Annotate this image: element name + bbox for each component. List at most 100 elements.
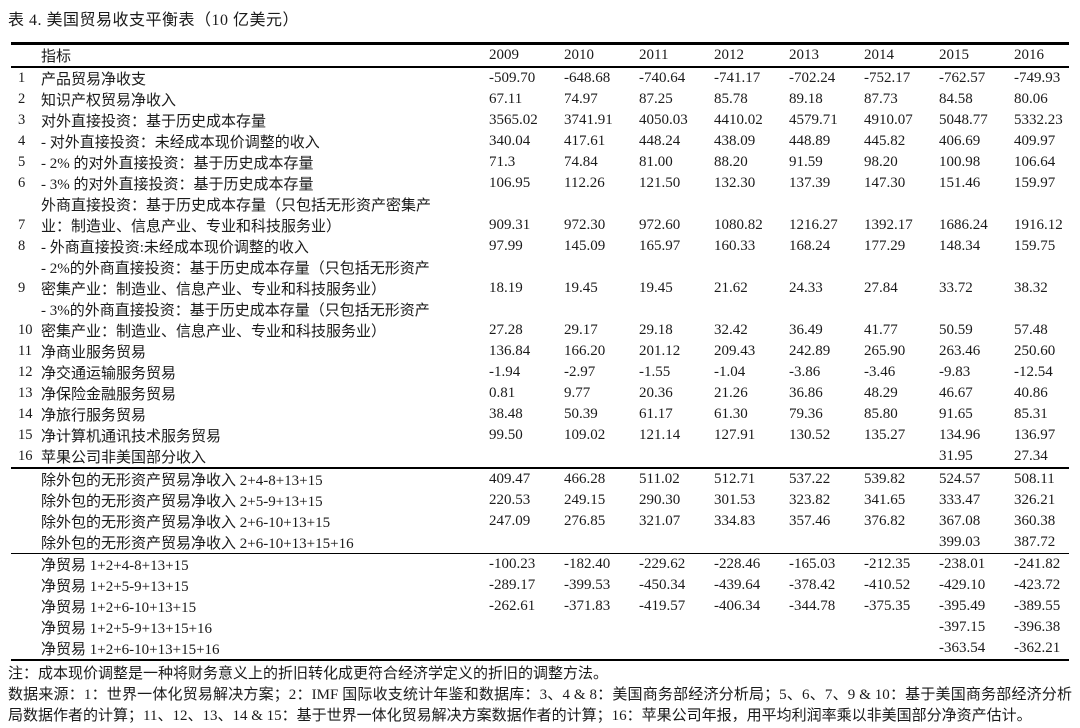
row-number [11, 554, 41, 576]
cell-value: 3741.91 [564, 112, 613, 128]
cell-value: 85.78 [714, 91, 748, 107]
cell-value: 38.32 [1014, 280, 1048, 296]
header-row: 指标 2009 2010 2011 2012 2013 2014 2015 20… [11, 43, 1069, 68]
table-notes: 注：成本现价调整是一种将财务意义上的折旧转化成更符合经济学定义的折旧的调整方法。… [8, 664, 1072, 727]
cell-value [489, 194, 564, 215]
cell-value [564, 638, 639, 660]
cell-value: 220.53 [489, 492, 531, 508]
cell-value [489, 446, 564, 468]
cell-value: 448.89 [789, 133, 831, 149]
cell-value [564, 299, 639, 320]
header-year: 2014 [864, 47, 894, 63]
header-num-spacer [11, 44, 41, 68]
cell-value: 972.60 [639, 217, 681, 233]
cell-value: 159.75 [1014, 238, 1056, 254]
cell-value: -241.82 [1014, 556, 1061, 572]
cell-value: 250.60 [1014, 343, 1056, 359]
cell-value: 151.46 [939, 175, 981, 191]
cell-value: 3565.02 [489, 112, 538, 128]
section-indicators: 1 产品贸易净收支 -509.70 -648.68 -740.64 -741.17 -702… [11, 67, 1069, 468]
row-label: 净交通运输服务贸易 [41, 366, 177, 382]
row-label: 密集产业：制造业、信息产业、专业和科技服务业） [41, 324, 387, 340]
note-data-sources: 数据来源：1：世界一体化贸易解决方案；2：IMF 国际收支统计年鉴和数据库：3、… [8, 687, 1072, 724]
cell-value: -363.54 [939, 640, 986, 656]
row-number [11, 511, 41, 532]
cell-value: 4410.02 [714, 112, 763, 128]
cell-value: -1.94 [489, 364, 521, 380]
cell-value [939, 257, 1014, 278]
header-year: 2015 [939, 47, 969, 63]
table-row: 14 净旅行服务贸易 38.48 50.39 61.17 61.30 79.36 85.80 9… [11, 404, 1069, 425]
cell-value: 357.46 [789, 513, 831, 529]
row-label: 除外包的无形资产贸易净收入 2+5-9+13+15 [41, 494, 323, 510]
table-row: 7 业：制造业、信息产业、专业和科技服务业） 909.31 972.30 972.60 1… [11, 215, 1069, 236]
cell-value: -228.46 [714, 556, 761, 572]
cell-value [939, 299, 1014, 320]
cell-value: 41.77 [864, 322, 898, 338]
cell-value: 263.46 [939, 343, 981, 359]
cell-value: 333.47 [939, 492, 981, 508]
page: 表 4. 美国贸易收支平衡表（10 亿美元） 指标 2009 2010 2011… [0, 6, 1080, 728]
cell-value: -389.55 [1014, 598, 1061, 614]
cell-value: 71.3 [489, 154, 516, 170]
row-number [11, 299, 41, 320]
cell-value [789, 446, 864, 468]
cell-value: 87.25 [639, 91, 673, 107]
row-number: 14 [18, 406, 33, 422]
cell-value: -749.93 [1014, 70, 1061, 86]
row-number: 10 [18, 322, 33, 338]
cell-value: -397.15 [939, 619, 986, 635]
header-year: 2011 [639, 47, 669, 63]
cell-value: 0.81 [489, 385, 516, 401]
cell-value: 376.82 [864, 513, 906, 529]
row-label: - 3% 的对外直接投资：基于历史成本存量 [41, 177, 314, 193]
row-number: 13 [18, 385, 33, 401]
cell-value: 326.21 [1014, 492, 1056, 508]
cell-value [864, 446, 939, 468]
cell-value: 19.45 [564, 280, 598, 296]
cell-value: 36.86 [789, 385, 823, 401]
row-number [11, 596, 41, 617]
cell-value [789, 194, 864, 215]
cell-value: -100.23 [489, 556, 536, 572]
table-row: 12 净交通运输服务贸易 -1.94 -2.97 -1.55 -1.04 -3.86 -3.4… [11, 362, 1069, 383]
cell-value: 20.36 [639, 385, 673, 401]
cell-value: 148.34 [939, 238, 981, 254]
table-row: 除外包的无形资产贸易净收入 2+5-9+13+15 220.53 249.15 290… [11, 490, 1069, 511]
table-row: 2 知识产权贸易净收入 67.11 74.97 87.25 85.78 89.18 87.73… [11, 89, 1069, 110]
cell-value: 29.18 [639, 322, 673, 338]
section-totals: 净贸易 1+2+4-8+13+15 -100.23 -182.40 -229.62 -2… [11, 554, 1069, 660]
cell-value: 98.20 [864, 154, 898, 170]
cell-value: 135.27 [864, 427, 906, 443]
cell-value: 524.57 [939, 471, 981, 487]
cell-value: 85.80 [864, 406, 898, 422]
cell-value: 87.73 [864, 91, 898, 107]
cell-value: 1080.82 [714, 217, 763, 233]
table-row: 净贸易 1+2+5-9+13+15+16 -397.15 -396.38 [11, 617, 1069, 638]
cell-value: -762.57 [939, 70, 986, 86]
cell-value: 27.28 [489, 322, 523, 338]
table-title: 表 4. 美国贸易收支平衡表（10 亿美元） [8, 12, 300, 29]
table-row: 6 - 3% 的对外直接投资：基于历史成本存量 106.95 112.26 121.50… [11, 173, 1069, 194]
row-label: 净旅行服务贸易 [41, 408, 147, 424]
row-number [11, 617, 41, 638]
cell-value: -741.17 [714, 70, 761, 86]
cell-value: 4050.03 [639, 112, 688, 128]
cell-value [864, 638, 939, 660]
cell-value: 165.97 [639, 238, 681, 254]
cell-value [639, 446, 714, 468]
cell-value: 4910.07 [864, 112, 913, 128]
cell-value: 1392.17 [864, 217, 913, 233]
cell-value [639, 194, 714, 215]
cell-value [714, 446, 789, 468]
row-number: 3 [18, 112, 26, 128]
cell-value [1014, 299, 1069, 320]
row-number [11, 532, 41, 554]
row-label: - 3%的外商直接投资：基于历史成本存量（只包括无形资产 [41, 303, 430, 319]
cell-value: 27.84 [864, 280, 898, 296]
cell-value [714, 194, 789, 215]
table-row: 16 苹果公司非美国部分收入 31.95 27.34 [11, 446, 1069, 468]
cell-value: -2.97 [564, 364, 596, 380]
cell-value: -362.21 [1014, 640, 1061, 656]
cell-value: 145.09 [564, 238, 606, 254]
